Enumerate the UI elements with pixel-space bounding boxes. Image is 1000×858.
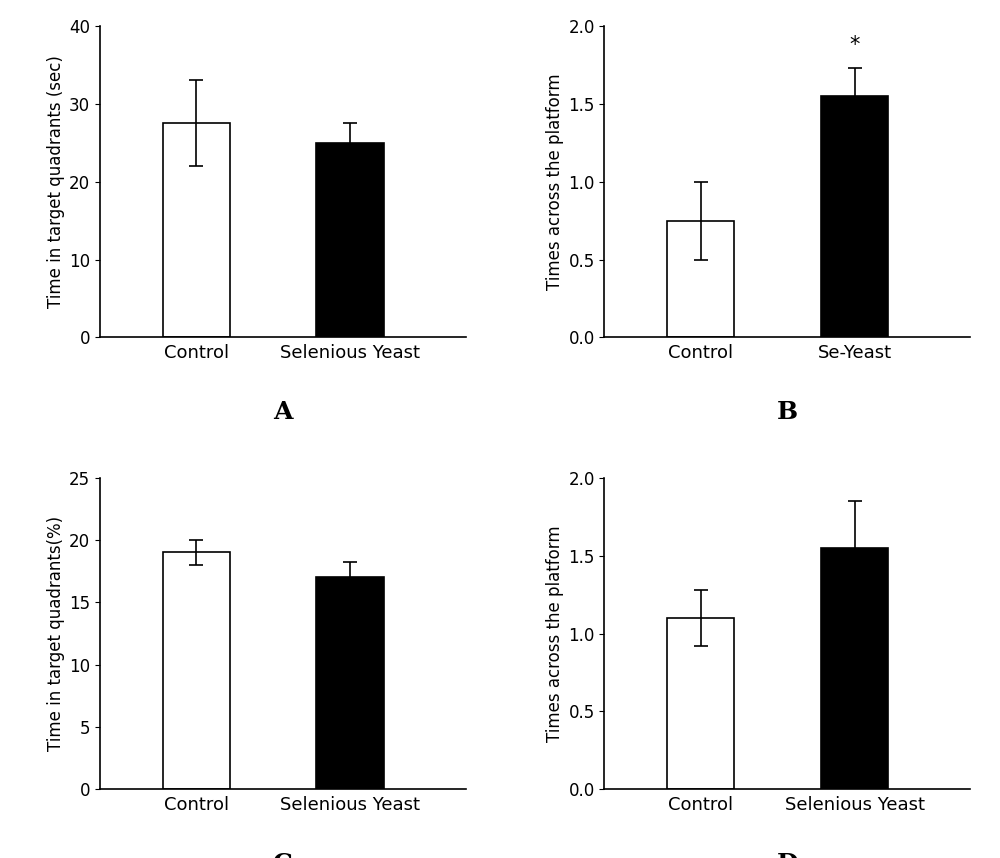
Bar [821,547,888,789]
Text: A: A [273,400,293,424]
Bar [316,577,384,789]
Bar [821,96,888,337]
Text: D: D [776,852,798,858]
Text: C: C [273,852,293,858]
Bar [316,142,384,337]
Y-axis label: Times across the platform: Times across the platform [546,525,564,742]
Bar [667,618,734,789]
Y-axis label: Time in target quadrants(%): Time in target quadrants(%) [47,516,65,751]
Y-axis label: Time in target quadrants (sec): Time in target quadrants (sec) [47,55,65,308]
Bar [163,553,230,789]
Bar [163,124,230,337]
Text: B: B [777,400,798,424]
Text: *: * [849,35,860,56]
Y-axis label: Times across the platform: Times across the platform [546,73,564,290]
Bar [667,221,734,337]
